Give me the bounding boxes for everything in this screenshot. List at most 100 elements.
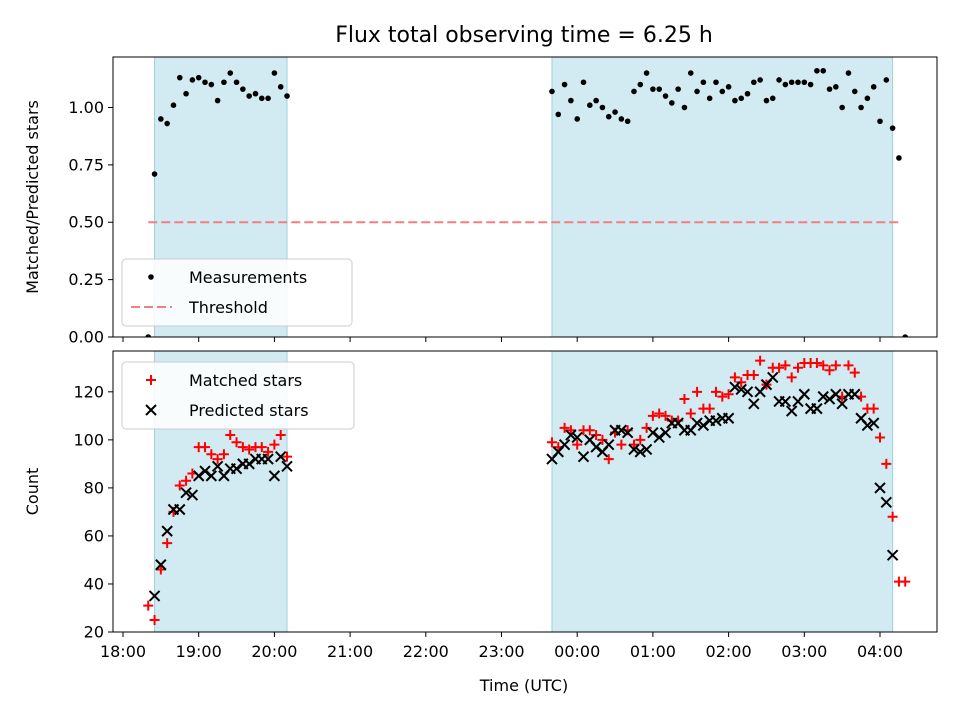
- measurement-point: [208, 81, 215, 88]
- measurement-point: [826, 86, 833, 92]
- predicted-star-point: [262, 453, 274, 465]
- measurement-point: [618, 116, 625, 122]
- measurement-point: [795, 79, 801, 86]
- x-tick-label: 21:00: [327, 642, 373, 661]
- matched-star-point: [635, 434, 646, 445]
- measurement-point: [807, 81, 814, 88]
- predicted-star-point: [155, 559, 167, 571]
- matched-star-point: [149, 614, 160, 625]
- measurement-point: [233, 79, 240, 86]
- measurement-point: [170, 102, 177, 108]
- matched-star-point: [174, 480, 185, 491]
- predicted-star-point: [767, 371, 779, 384]
- matched-star-point: [654, 408, 665, 419]
- measurement-point: [700, 79, 707, 86]
- measurement-point: [593, 97, 599, 104]
- predicted-star-point: [590, 441, 602, 453]
- measurement-point: [214, 97, 221, 104]
- legend-marker: [146, 375, 156, 385]
- predicted-star-point: [729, 381, 741, 393]
- axes-frame: [112, 350, 938, 633]
- measurement-point: [833, 84, 839, 90]
- measurement-point: [631, 88, 637, 95]
- y-tick-label: 80: [84, 478, 104, 497]
- measurement-point: [675, 86, 681, 92]
- matched-star-point: [584, 425, 595, 436]
- measurement-point: [277, 84, 284, 90]
- measurement-point: [896, 155, 902, 161]
- measurement-point: [158, 116, 164, 122]
- legend-label: Matched stars: [189, 371, 302, 390]
- measurement-point: [864, 95, 871, 102]
- measurement-point: [271, 70, 278, 76]
- matched-star-point: [717, 391, 728, 402]
- matched-star-point: [755, 355, 766, 366]
- measurement-point: [624, 118, 631, 125]
- legend-marker: [145, 404, 157, 416]
- legend-box: [121, 361, 355, 430]
- measurement-point: [176, 74, 183, 81]
- predicted-star-point: [836, 398, 848, 410]
- measurement-point: [151, 171, 158, 177]
- predicted-star-point: [571, 431, 583, 444]
- predicted-star-point: [230, 462, 243, 475]
- matched-star-point: [774, 362, 785, 373]
- x-tick-label: 19:00: [176, 642, 222, 661]
- measurement-point: [587, 102, 593, 108]
- measurement-point: [870, 84, 877, 90]
- count-panel: 20 40 60 80 100 120 Count 18:00 19:00 20:00 21:00 2…: [23, 350, 938, 661]
- predicted-star-point: [565, 429, 577, 441]
- x-tick-label: 04:00: [857, 642, 903, 661]
- measurement-point: [574, 116, 580, 122]
- matched-star-point: [559, 422, 570, 433]
- x-tick-label: 23:00: [478, 642, 524, 661]
- x-tick-label: 02:00: [706, 642, 752, 661]
- matched-star-point: [603, 454, 614, 465]
- predicted-star-point: [275, 450, 287, 463]
- matched-star-point: [628, 439, 639, 450]
- predicted-star-point: [830, 388, 842, 400]
- matched-star-point: [685, 408, 696, 419]
- predicted-star-point: [710, 414, 722, 427]
- x-tick-label: 01:00: [630, 642, 676, 661]
- measurement-point: [757, 77, 763, 83]
- matched-star-point: [830, 360, 841, 371]
- measurement-point: [164, 120, 170, 127]
- measurement-point: [202, 79, 208, 86]
- measurement-point: [599, 104, 606, 111]
- measurement-point: [706, 95, 713, 102]
- matched-star-point: [256, 442, 267, 453]
- x-tick-label: 00:00: [554, 642, 600, 661]
- matched-star-point: [868, 403, 879, 414]
- measurement-point: [555, 111, 562, 118]
- matched-star-point: [546, 437, 557, 448]
- predicted-star-point: [785, 405, 798, 417]
- matched-star-point: [679, 394, 690, 405]
- measurement-point: [788, 79, 795, 86]
- x-axis-label: Time (UTC): [479, 676, 568, 695]
- measurement-point: [902, 334, 909, 337]
- legend-label: Measurements: [189, 268, 307, 287]
- matched-star-point: [565, 425, 576, 436]
- matched-star-point: [704, 403, 715, 414]
- predicted-star-point: [798, 388, 811, 400]
- matched-star-point: [881, 458, 892, 469]
- legend-label: Predicted stars: [189, 401, 309, 420]
- matched-star-point: [780, 360, 791, 371]
- measurement-point: [145, 334, 152, 337]
- measurement-point: [725, 84, 732, 90]
- legend-label: Threshold: [188, 298, 268, 317]
- predicted-star-point: [886, 549, 899, 561]
- x-tick-label: 22:00: [403, 642, 449, 661]
- ratio-panel: 0.00 0.25 0.50 0.75 1.00 Matched/Predicted st…: [23, 56, 938, 347]
- measurement-point: [877, 118, 883, 125]
- matched-star-point: [875, 432, 885, 443]
- matched-star-point: [263, 446, 274, 457]
- matched-star-point: [660, 410, 671, 421]
- predicted-star-point: [205, 470, 218, 482]
- predicted-star-point: [697, 419, 710, 432]
- measurement-point: [637, 81, 644, 88]
- predicted-star-point: [647, 426, 659, 439]
- observing-span: [551, 56, 894, 338]
